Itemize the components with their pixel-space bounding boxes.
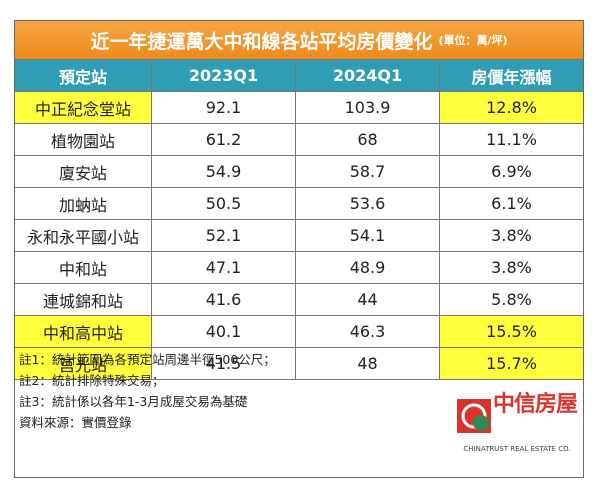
table-cell: 植物園站	[50, 131, 115, 151]
table-cell: 12.8%	[439, 92, 583, 123]
unit: (單位：萬/坪)	[438, 34, 508, 47]
note: 註1：統計範圍為各預定站周邊半徑500公尺；	[19, 352, 276, 367]
header-row: 預定站 2023Q1 2024Q1 房價年漲幅	[15, 59, 583, 91]
table-cell: 58.7	[295, 156, 439, 187]
table-cell: 6.9%	[439, 156, 583, 187]
logo-dot	[473, 415, 489, 431]
table-cell: 54.1	[295, 220, 439, 251]
table-cell: 中和站	[58, 259, 107, 279]
table-cell: 15.5%	[439, 316, 583, 347]
table-frame: 近一年捷運萬大中和線各站平均房價變化 (單位：萬/坪) 預定站 2023Q1 202…	[14, 20, 584, 478]
table-cell: 53.6	[295, 188, 439, 219]
note: 資料來源：實價登錄	[19, 415, 132, 430]
table-cell: 46.3	[295, 316, 439, 347]
table-cell: 廈安站	[58, 163, 107, 183]
title-bar: 近一年捷運萬大中和線各站平均房價變化 (單位：萬/坪)	[15, 21, 583, 59]
table-cell: 5.8%	[439, 284, 583, 315]
table-row: 廈安站 54.9 58.7 6.9%	[15, 155, 583, 187]
logo-name: 中信房屋	[493, 391, 578, 417]
table-cell: 52.1	[151, 220, 295, 251]
table-cell: 41.5	[151, 348, 295, 379]
table-cell: 50.5	[151, 188, 295, 219]
logo: 中信房屋 CHINATRUST REAL ESTATE CO.	[457, 391, 579, 453]
table-cell: 61.2	[151, 124, 295, 155]
table-cell: 15.7%	[439, 348, 583, 379]
table-row: 中和高中站 40.1 46.3 15.5%	[15, 315, 583, 347]
notes: 註1：統計範圍為各預定站周邊半徑500公尺； 註2：統計排除特殊交易； 註3：統計係…	[19, 349, 276, 433]
table-row: 加蚋站 50.5 53.6 6.1%	[15, 187, 583, 219]
table-row: 莒光站 41.5 48 15.7%	[15, 347, 583, 379]
table-cell: 48	[295, 348, 439, 379]
table-cell: 92.1	[151, 92, 295, 123]
table-row: 連城錦和站 41.6 44 5.8%	[15, 283, 583, 315]
table-row: 中和站 47.1 48.9 3.8%	[15, 251, 583, 283]
table-cell: 40.1	[151, 316, 295, 347]
note: 註3：統計係以各年1-3月成屋交易為基礎	[19, 394, 248, 409]
header-cell: 預定站	[15, 60, 151, 91]
table-cell: 47.1	[151, 252, 295, 283]
table-cell: 48.9	[295, 252, 439, 283]
table-cell: 中正紀念堂站	[15, 92, 151, 123]
table-cell: 加蚋站	[58, 195, 107, 215]
table-cell: 連城錦和站	[42, 291, 123, 311]
table-cell: 103.9	[295, 92, 439, 123]
table-rule	[15, 379, 583, 380]
table-cell: 永和永平國小站	[26, 227, 139, 247]
table-cell: 54.9	[151, 156, 295, 187]
table-cell: 44	[295, 284, 439, 315]
logo-english: CHINATRUST REAL ESTATE CO.	[463, 445, 570, 453]
table-cell: 中和高中站	[15, 316, 151, 347]
table: 預定站 2023Q1 2024Q1 房價年漲幅 中正紀念堂站 92.1 103.9 12.8%…	[15, 59, 583, 380]
table-cell: 莒光站	[15, 348, 151, 379]
header-cell: 2023Q1	[151, 60, 295, 91]
table-cell: 68	[295, 124, 439, 155]
logo-globe	[461, 403, 487, 429]
header-cell: 2024Q1	[295, 60, 439, 91]
title: 近一年捷運萬大中和線各站平均房價變化	[90, 30, 433, 53]
note: 註2：統計排除特殊交易；	[19, 373, 165, 388]
header-cell: 房價年漲幅	[439, 60, 583, 91]
table-cell: 3.8%	[439, 252, 583, 283]
table-cell: 3.8%	[439, 220, 583, 251]
table-row: 永和永平國小站 52.1 54.1 3.8%	[15, 219, 583, 251]
table-cell: 41.6	[151, 284, 295, 315]
table-cell: 6.1%	[439, 188, 583, 219]
table-row: 中正紀念堂站 92.1 103.9 12.8%	[15, 91, 583, 123]
table-cell: 11.1%	[439, 124, 583, 155]
table-row: 植物園站 61.2 68 11.1%	[15, 123, 583, 155]
